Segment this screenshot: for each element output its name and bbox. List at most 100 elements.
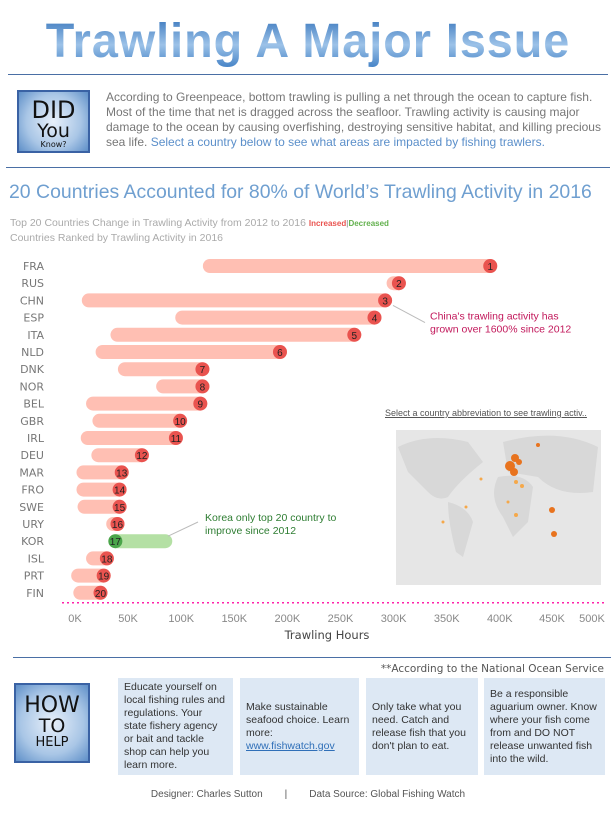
designer-credit: Designer: Charles Sutton xyxy=(150,789,263,800)
rank-label: 4 xyxy=(372,314,378,325)
rank-label: 15 xyxy=(114,503,126,514)
rank-dot xyxy=(96,568,111,583)
country-label[interactable]: NOR xyxy=(19,380,44,393)
country-label[interactable]: FRO xyxy=(21,484,44,497)
country-label[interactable]: URY xyxy=(22,518,44,531)
intro-text: According to Greenpeace, bottom trawling… xyxy=(106,90,608,150)
x-tick-label: 300K xyxy=(381,613,407,625)
rank-dot xyxy=(193,396,208,411)
rank-dot xyxy=(110,517,125,531)
x-tick-label: 500K xyxy=(579,613,605,625)
badge-line: HELP xyxy=(35,735,69,750)
rank-label: 14 xyxy=(114,486,126,497)
rank-dot xyxy=(483,259,498,273)
country-label[interactable]: CHN xyxy=(20,294,44,307)
country-label[interactable]: ITA xyxy=(27,329,44,342)
country-label[interactable]: IRL xyxy=(27,432,45,445)
rank-label: 6 xyxy=(277,348,283,359)
legend-decreased: Decreased xyxy=(348,219,389,228)
did-you-know-badge: DID You Know? xyxy=(17,90,90,153)
rank-label: 10 xyxy=(175,417,187,428)
country-label[interactable]: RUS xyxy=(21,277,44,290)
country-label[interactable]: BEL xyxy=(23,398,44,411)
country-label[interactable]: ESP xyxy=(23,312,44,325)
country-label[interactable]: DEU xyxy=(21,449,44,462)
rank-label: 17 xyxy=(110,537,122,548)
country-label[interactable]: SWE xyxy=(19,501,44,514)
rank-dot xyxy=(112,482,127,497)
rank-label: 8 xyxy=(200,382,206,393)
annotation-text: Korea only top 20 country to xyxy=(205,512,336,524)
rank-label: 11 xyxy=(171,434,182,445)
rank-dot xyxy=(391,276,406,291)
rank-dot xyxy=(272,345,287,359)
annotation-text: grown over 1600% since 2012 xyxy=(430,324,571,336)
country-label[interactable]: MAR xyxy=(19,466,44,479)
north-america-shape xyxy=(398,438,483,499)
intro-highlight: Select a country below to see what areas… xyxy=(150,135,545,149)
chart-subtitle-2: Countries Ranked by Trawling Activity in… xyxy=(10,232,224,244)
map-title: Select a country abbreviation to see tra… xyxy=(385,408,587,418)
country-label[interactable]: ISL xyxy=(28,552,45,565)
world-map[interactable] xyxy=(388,422,608,590)
country-label[interactable]: NLD xyxy=(21,346,44,359)
country-label[interactable]: FRA xyxy=(23,260,45,273)
rank-label: 7 xyxy=(200,365,206,376)
country-label[interactable]: FIN xyxy=(26,587,44,600)
rank-dot xyxy=(108,534,123,549)
fishwatch-link[interactable]: www.fishwatch.gov xyxy=(246,739,335,752)
annotation-text: improve since 2012 xyxy=(205,525,296,537)
x-tick-label: 150K xyxy=(221,613,247,625)
section-headline: 20 Countries Accounted for 80% of World’… xyxy=(9,181,592,203)
south-america-shape xyxy=(448,502,473,557)
badge-line: TO xyxy=(38,715,66,737)
tip-text: Educate yourself on local fishing rules … xyxy=(124,681,225,771)
rank-dot xyxy=(112,499,127,514)
country-label[interactable]: PRT xyxy=(24,570,44,583)
x-tick-label: 250K xyxy=(328,613,354,625)
rank-label: 2 xyxy=(396,279,402,290)
rank-label: 5 xyxy=(352,331,358,342)
trawling-dots xyxy=(441,443,557,537)
badge-line: HOW xyxy=(24,693,80,718)
page-title: Trawling A Major Issue xyxy=(8,14,608,70)
x-tick-label: 0K xyxy=(68,613,82,625)
footer-sep: | xyxy=(284,789,288,800)
x-tick-label: 50K xyxy=(118,613,138,625)
rank-dot xyxy=(134,448,149,463)
rank-label: 13 xyxy=(116,468,128,479)
tip-card: Educate yourself on local fishing rules … xyxy=(118,678,233,775)
country-label[interactable]: DNK xyxy=(20,363,45,376)
tip-card: Make sustainable seafood choice. Learn m… xyxy=(240,678,359,775)
africa-shape xyxy=(494,475,533,537)
legend-sep: | xyxy=(346,219,349,228)
subtitle-main: Top 20 Countries Change in Trawling Acti… xyxy=(10,217,306,229)
badge-line: Know? xyxy=(40,140,67,149)
tip-text: Be a responsible aguarium owner. Know wh… xyxy=(490,687,597,765)
country-label[interactable]: GBR xyxy=(20,415,44,428)
rank-label: 12 xyxy=(136,451,148,462)
rank-label: 3 xyxy=(382,296,388,307)
x-tick-label: 450K xyxy=(539,613,565,625)
rank-dot xyxy=(99,551,114,566)
rank-label: 19 xyxy=(98,572,110,583)
data-source: Data Source: Global Fishing Watch xyxy=(309,789,466,800)
annotation-leader xyxy=(392,304,426,324)
rank-dot xyxy=(367,310,382,325)
divider xyxy=(6,167,610,168)
rank-label: 18 xyxy=(101,554,113,565)
dumbbell-chart: FRA 1 RUS 2 CHN 3 ESP 4 ITA 5 NLD 6 DNK 7 NOR 8 BEL 9 GBR 1… xyxy=(19,259,606,642)
country-label[interactable]: KOR xyxy=(21,535,44,548)
source-note: **According to the National Ocean Servic… xyxy=(380,663,604,675)
footer: Designer: Charles Sutton | Data Source: Gl… xyxy=(0,789,616,800)
chart-subtitle: Top 20 Countries Change in Trawling Acti… xyxy=(10,217,389,229)
rank-dot xyxy=(347,327,362,342)
badge-line: You xyxy=(37,120,70,142)
rank-dot xyxy=(168,431,183,445)
x-tick-label: 350K xyxy=(434,613,460,625)
intro-body: According to Greenpeace, bottom trawling… xyxy=(106,90,601,149)
annotation-text: China's trawling activity has xyxy=(430,311,559,323)
rank-dot xyxy=(173,413,188,428)
rank-label: 9 xyxy=(198,400,204,411)
x-tick-label: 400K xyxy=(487,613,513,625)
